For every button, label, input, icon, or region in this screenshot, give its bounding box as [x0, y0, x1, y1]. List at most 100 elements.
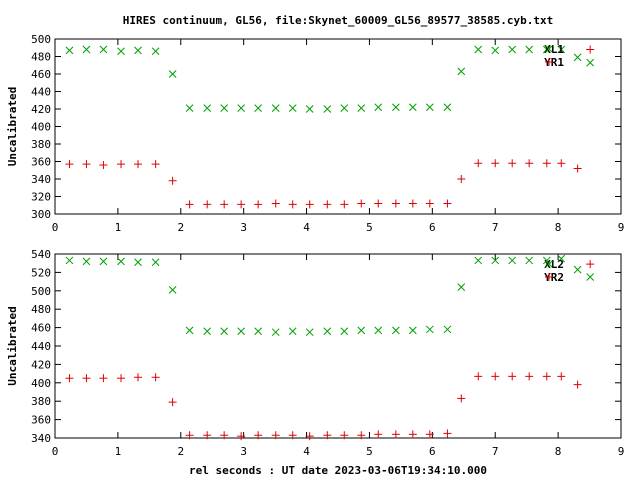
data-point [340, 200, 349, 209]
data-point [323, 431, 332, 440]
data-point [323, 327, 332, 336]
data-point [65, 46, 74, 55]
legend-marker [545, 58, 553, 66]
y-tick-label: 380 [31, 395, 51, 408]
series-xl2 [65, 254, 595, 337]
y-tick-label: 460 [31, 322, 51, 335]
plot-frame [54, 253, 622, 439]
data-point [586, 260, 595, 269]
data-point [374, 103, 383, 112]
data-point [99, 374, 108, 383]
data-point [185, 431, 194, 440]
data-point [203, 200, 212, 209]
y-tick-label: 340 [31, 432, 51, 445]
data-point [374, 199, 383, 208]
data-point [443, 429, 452, 438]
data-point [237, 104, 246, 112]
data-point [134, 373, 143, 382]
data-point [254, 104, 262, 112]
data-point [340, 431, 349, 440]
data-point [185, 104, 194, 112]
data-point [151, 47, 160, 56]
data-point [254, 200, 263, 209]
data-point [474, 45, 483, 54]
x-tick-label: 3 [240, 445, 247, 458]
data-point [203, 431, 212, 440]
y-tick-label: 400 [31, 377, 51, 390]
y-tick-label: 320 [31, 191, 51, 204]
data-point [185, 200, 194, 209]
data-point [203, 327, 212, 336]
data-point [323, 105, 332, 113]
data-point [288, 200, 297, 209]
data-point [117, 160, 126, 169]
data-point [408, 430, 417, 439]
legend-marker [545, 45, 553, 53]
data-point [508, 372, 517, 381]
x-tick-label: 5 [366, 221, 373, 234]
data-point [542, 159, 551, 168]
y-axis-label: Uncalibrated [6, 87, 19, 166]
y-tick-label: 440 [31, 86, 51, 99]
data-point [557, 372, 566, 381]
data-point [168, 70, 177, 78]
data-point [305, 105, 314, 113]
x-tick-label: 0 [52, 445, 59, 458]
data-point [271, 328, 280, 337]
data-point [586, 273, 595, 281]
series-xl1 [65, 45, 595, 113]
series-yr2 [65, 260, 595, 441]
data-point [357, 326, 366, 335]
data-point [168, 286, 177, 294]
data-point [408, 199, 417, 208]
data-point [99, 45, 108, 54]
y-tick-label: 420 [31, 358, 51, 371]
y-tick-label: 480 [31, 51, 51, 64]
data-point [425, 325, 434, 334]
data-point [525, 159, 534, 168]
y-tick-label: 300 [31, 208, 51, 221]
data-point [542, 372, 551, 381]
x-tick-label: 0 [52, 221, 59, 234]
data-point [82, 45, 91, 54]
data-point [573, 380, 582, 389]
x-tick-label: 2 [177, 221, 184, 234]
y-axis-label: Uncalibrated [6, 306, 19, 385]
data-point [573, 265, 582, 274]
x-tick-label: 8 [555, 445, 562, 458]
series-yr1 [65, 45, 595, 209]
data-point [357, 199, 366, 208]
data-point [542, 256, 551, 265]
data-point [586, 58, 595, 67]
x-axis-label: rel seconds : UT date 2023-03-06T19:34:1… [189, 464, 487, 477]
data-point [134, 160, 143, 169]
data-point [82, 374, 91, 383]
data-point [557, 45, 566, 54]
data-point [508, 159, 517, 168]
data-point [443, 103, 452, 112]
data-point [392, 326, 400, 335]
data-point [151, 373, 160, 382]
data-point [542, 45, 551, 54]
data-point [271, 431, 280, 440]
x-tick-label: 1 [115, 445, 122, 458]
x-tick-label: 8 [555, 221, 562, 234]
x-tick-label: 1 [115, 221, 122, 234]
data-point [457, 175, 466, 183]
plot-frame [54, 38, 622, 215]
x-tick-label: 4 [303, 445, 310, 458]
data-point [151, 160, 160, 169]
data-point [203, 104, 212, 112]
data-point [134, 258, 142, 267]
data-point [220, 327, 229, 336]
data-point [374, 326, 383, 335]
data-point [288, 327, 297, 336]
data-point [474, 256, 483, 265]
data-point [168, 176, 177, 185]
y-tick-label: 360 [31, 156, 51, 169]
data-point [288, 104, 297, 112]
x-tick-label: 9 [618, 445, 625, 458]
data-point [525, 45, 534, 54]
y-tick-label: 520 [31, 266, 51, 279]
data-point [491, 256, 500, 265]
